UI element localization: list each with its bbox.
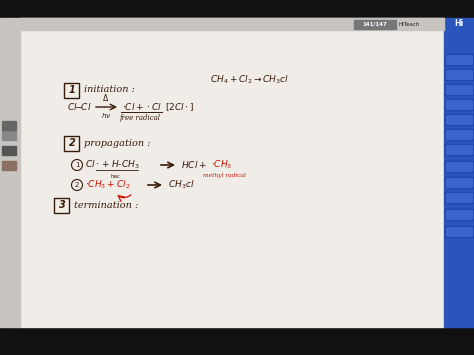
Bar bbox=[445, 84, 473, 95]
Text: $h\nu$: $h\nu$ bbox=[101, 111, 111, 120]
Bar bbox=[20, 18, 444, 30]
Bar bbox=[0, 18, 20, 327]
Bar bbox=[354, 20, 396, 28]
Text: $Cl\cdot + H\text{-}CH_3$: $Cl\cdot + H\text{-}CH_3$ bbox=[85, 159, 140, 171]
Text: $[2Cl\cdot]$: $[2Cl\cdot]$ bbox=[165, 101, 194, 113]
Text: $\cdot Cl + \cdot Cl$: $\cdot Cl + \cdot Cl$ bbox=[122, 102, 162, 113]
Text: hac: hac bbox=[111, 174, 121, 179]
Bar bbox=[445, 192, 473, 203]
Bar bbox=[20, 18, 444, 327]
Text: $CH_3cl$: $CH_3cl$ bbox=[168, 179, 195, 191]
Bar bbox=[2, 146, 16, 155]
Bar bbox=[445, 177, 473, 188]
Bar bbox=[446, 210, 472, 219]
Bar bbox=[446, 130, 472, 139]
Bar bbox=[446, 85, 472, 94]
Text: termination :: termination : bbox=[74, 201, 138, 209]
Bar bbox=[445, 99, 473, 110]
Text: $\cdot CH_3$: $\cdot CH_3$ bbox=[211, 159, 232, 171]
Bar bbox=[446, 145, 472, 154]
Bar bbox=[445, 161, 473, 172]
Text: $Cl\!\!-\!\!Cl$: $Cl\!\!-\!\!Cl$ bbox=[67, 102, 92, 113]
Bar bbox=[445, 114, 473, 125]
Bar bbox=[0, 327, 474, 355]
Bar bbox=[2, 121, 16, 130]
Bar bbox=[445, 144, 473, 155]
Bar bbox=[446, 162, 472, 171]
Text: methyl radical: methyl radical bbox=[202, 173, 246, 178]
Bar bbox=[0, 0, 474, 18]
Bar bbox=[445, 129, 473, 140]
Bar bbox=[445, 226, 473, 237]
Bar bbox=[446, 115, 472, 124]
Text: 141/147: 141/147 bbox=[363, 22, 387, 27]
Bar bbox=[445, 69, 473, 80]
Text: HiTeach: HiTeach bbox=[399, 22, 420, 27]
Bar bbox=[446, 178, 472, 187]
Text: 2: 2 bbox=[69, 138, 75, 148]
Text: Hi: Hi bbox=[455, 20, 464, 28]
Text: initiation :: initiation : bbox=[84, 86, 135, 94]
Text: 3: 3 bbox=[59, 200, 65, 210]
Text: 1: 1 bbox=[69, 85, 75, 95]
Text: $CH_4 + Cl_2 \rightarrow CH_3cl$: $CH_4 + Cl_2 \rightarrow CH_3cl$ bbox=[210, 74, 289, 86]
Bar bbox=[445, 54, 473, 65]
Text: 1: 1 bbox=[75, 162, 79, 168]
Bar bbox=[445, 209, 473, 220]
Text: $\cdot CH_3 + Cl_2$: $\cdot CH_3 + Cl_2$ bbox=[85, 179, 130, 191]
Bar bbox=[446, 227, 472, 236]
Text: 2: 2 bbox=[75, 182, 79, 188]
Text: $\Delta$: $\Delta$ bbox=[102, 92, 109, 103]
Bar bbox=[444, 18, 474, 327]
Text: propagation :: propagation : bbox=[84, 138, 151, 147]
Bar bbox=[2, 161, 16, 170]
Text: free radical: free radical bbox=[119, 114, 161, 122]
Bar bbox=[446, 100, 472, 109]
Bar bbox=[446, 70, 472, 79]
Bar bbox=[2, 131, 16, 140]
Bar bbox=[446, 193, 472, 202]
Text: $HCl +$: $HCl +$ bbox=[181, 159, 207, 170]
Bar bbox=[446, 55, 472, 64]
